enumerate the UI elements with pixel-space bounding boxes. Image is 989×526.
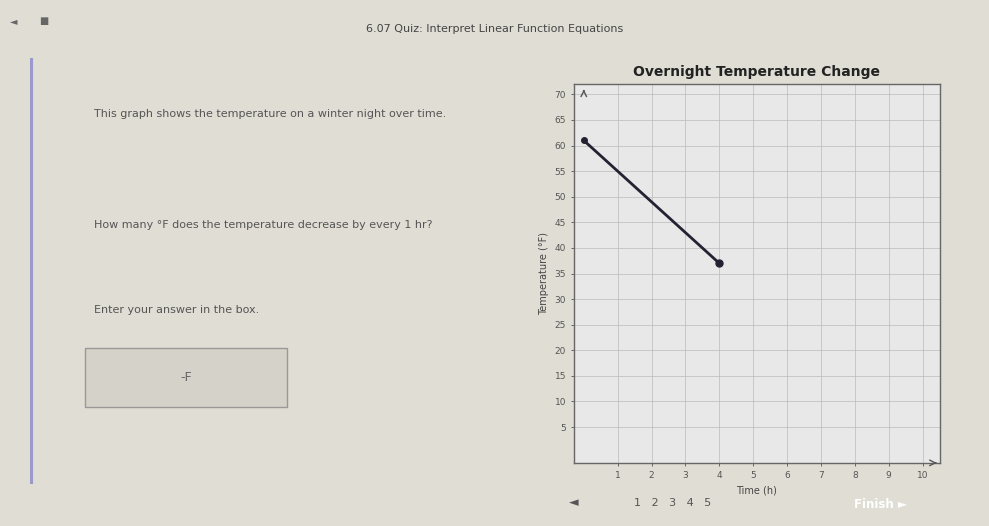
Text: This graph shows the temperature on a winter night over time.: This graph shows the temperature on a wi…	[94, 109, 446, 119]
Title: Overnight Temperature Change: Overnight Temperature Change	[633, 65, 880, 79]
Text: ◄: ◄	[10, 16, 18, 26]
Text: ■: ■	[40, 16, 48, 26]
Text: Enter your answer in the box.: Enter your answer in the box.	[94, 305, 259, 315]
X-axis label: Time (h): Time (h)	[736, 485, 777, 495]
Text: 6.07 Quiz: Interpret Linear Function Equations: 6.07 Quiz: Interpret Linear Function Equ…	[366, 24, 623, 34]
Text: ◄: ◄	[569, 497, 579, 509]
FancyBboxPatch shape	[85, 348, 287, 407]
Text: Finish ►: Finish ►	[854, 499, 907, 511]
Y-axis label: Temperature (°F): Temperature (°F)	[539, 232, 549, 315]
Text: -F: -F	[180, 371, 192, 384]
Text: How many °F does the temperature decrease by every 1 hr?: How many °F does the temperature decreas…	[94, 220, 432, 230]
Text: 1   2   3   4   5: 1 2 3 4 5	[634, 498, 711, 508]
